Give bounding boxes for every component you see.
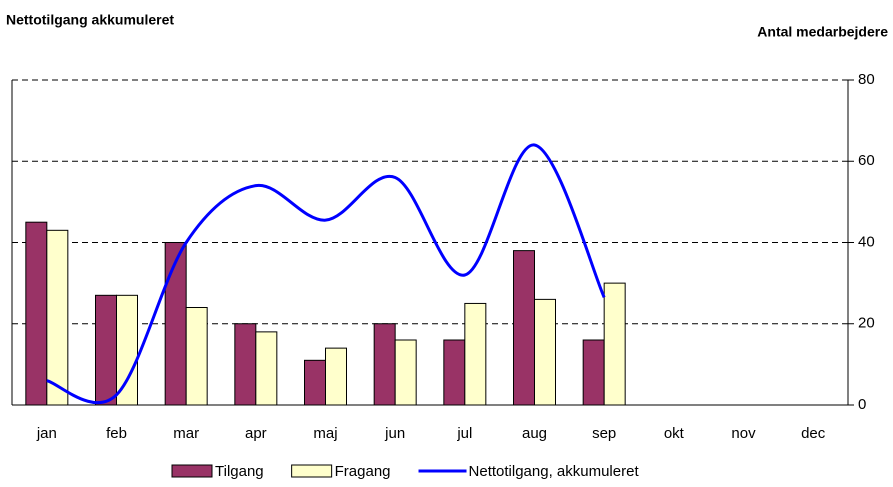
y-axis-title: Nettotilgang akkumuleret: [6, 12, 174, 28]
x-tick-label: mar: [173, 425, 199, 442]
y2-axis-title: Antal medarbejdere: [757, 24, 888, 40]
bar: [464, 302, 487, 406]
y-tick-label: 40: [858, 233, 875, 250]
bar: [373, 323, 396, 406]
x-tick-label: apr: [245, 425, 267, 442]
bar: [325, 347, 347, 406]
bar: [234, 323, 257, 406]
x-tick-label: okt: [664, 425, 685, 442]
legend-swatch: [171, 464, 213, 478]
y-tick-label: 60: [858, 152, 875, 169]
bar: [534, 298, 556, 406]
bar: [582, 339, 605, 406]
bar: [25, 221, 48, 406]
x-tick-label: maj: [313, 425, 337, 442]
line: [46, 143, 606, 404]
y-tick-label: 80: [858, 71, 875, 88]
x-tick-label: sep: [592, 425, 616, 442]
x-tick-label: jul: [456, 425, 472, 442]
bar: [394, 339, 417, 406]
x-tick-label: jan: [36, 425, 57, 442]
bar: [116, 294, 138, 406]
bar: [255, 331, 278, 406]
bar: [95, 294, 117, 406]
bar: [513, 250, 535, 406]
legend-label: Fragang: [335, 463, 391, 480]
x-tick-label: dec: [801, 425, 826, 442]
bar: [185, 307, 208, 406]
bar: [164, 242, 187, 406]
y-tick-label: 20: [858, 315, 875, 332]
x-tick-label: feb: [106, 425, 127, 442]
x-tick-label: jun: [384, 425, 405, 442]
bar: [443, 339, 466, 406]
bar: [46, 229, 69, 406]
x-tick-label: aug: [522, 425, 547, 442]
legend-label: Nettotilgang, akkumuleret: [469, 463, 640, 480]
bar: [603, 282, 626, 406]
legend-label: Tilgang: [215, 463, 264, 480]
x-tick-label: nov: [731, 425, 756, 442]
bar: [304, 359, 326, 406]
y-tick-label: 0: [858, 396, 866, 413]
legend-swatch: [291, 464, 333, 478]
